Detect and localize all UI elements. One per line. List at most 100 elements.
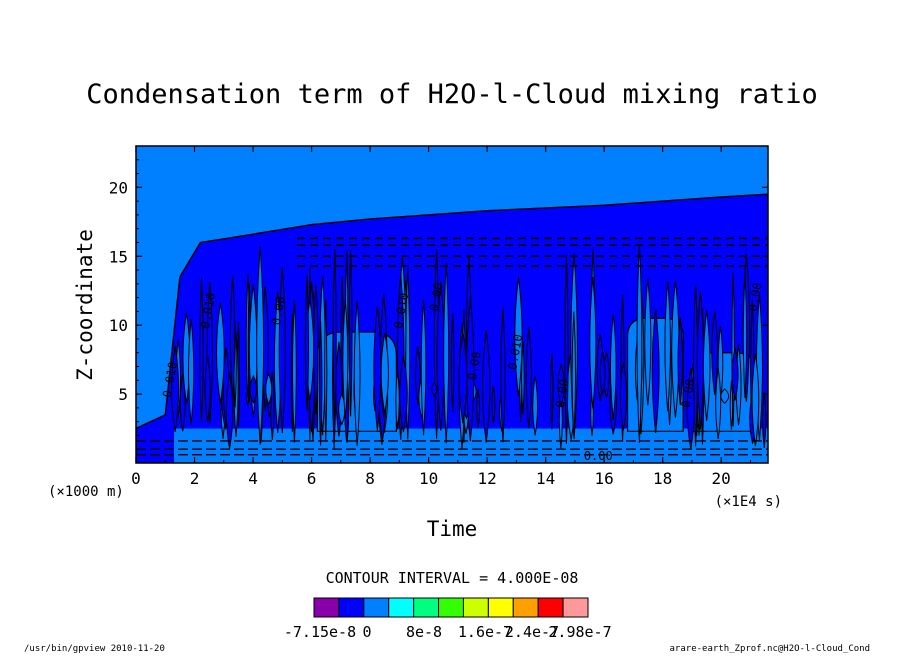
contour-streak xyxy=(664,280,671,412)
contour-streak xyxy=(342,300,349,420)
contour-streak xyxy=(715,368,722,440)
contour-streak xyxy=(571,311,577,437)
contour-streak xyxy=(482,330,491,443)
contour-streak xyxy=(324,300,328,442)
x-tick-label: 10 xyxy=(419,469,438,488)
contour-streak xyxy=(521,341,525,415)
contour-streak xyxy=(395,371,400,430)
contour-streak xyxy=(229,275,236,399)
contour-streak xyxy=(225,373,234,449)
contour-streak xyxy=(557,362,565,408)
contour-streak xyxy=(711,311,719,395)
contour-streak xyxy=(609,314,617,421)
colorbar-labels: -7.15e-8 0 8e-8 1.6e-72.4e-72.98e-7 xyxy=(284,623,612,641)
contour-streak xyxy=(599,352,606,395)
x-tick-label: 6 xyxy=(307,469,317,488)
x-tick-label: 12 xyxy=(477,469,496,488)
colorbar-swatch xyxy=(487,597,514,618)
contour-streak xyxy=(431,381,438,397)
contour-label: 0.010 xyxy=(391,292,411,330)
contour-streak xyxy=(348,250,353,417)
colorbar-swatch xyxy=(388,597,415,618)
contour-streak xyxy=(731,347,739,401)
contour-streak xyxy=(677,317,684,406)
contour-label: 0.00 xyxy=(679,378,698,409)
contour-interval: CONTOUR INTERVAL = 4.000E-08 xyxy=(326,569,579,587)
contour-streak xyxy=(216,302,225,403)
x-tick-label: 20 xyxy=(712,469,731,488)
colorbar-swatch xyxy=(462,597,489,618)
footer-left: /usr/bin/gpview 2010-11-20 xyxy=(24,644,165,654)
colorbar-swatch xyxy=(537,597,564,618)
colorbar-swatch xyxy=(363,597,390,618)
contour-streak xyxy=(751,353,760,447)
contour-label: 0.00 xyxy=(465,350,484,381)
colorbar-label: 1.6e-7 xyxy=(458,623,512,641)
contour-streak xyxy=(420,299,427,436)
x-axis-label: Time xyxy=(427,517,478,541)
colorbar-swatch xyxy=(413,597,440,618)
contour-streak xyxy=(651,308,660,433)
footer-right: arare-earth_Zprof.nc@H2O-l-Cloud_Cond xyxy=(670,644,870,654)
contour-label: 0.00 xyxy=(427,281,446,312)
contour-label: 0.00 xyxy=(553,378,572,409)
colorbar-label: 8e-8 xyxy=(406,623,442,641)
contour-streak xyxy=(466,298,475,442)
contour-streak xyxy=(332,248,337,425)
x-tick-label: 14 xyxy=(536,469,555,488)
y-tick-label: 10 xyxy=(109,316,128,335)
x-tick-label: 4 xyxy=(248,469,258,488)
chart-title: Condensation term of H2O-l-Cloud mixing … xyxy=(86,79,818,110)
contour-streak xyxy=(450,312,455,412)
contour-label: 0.010 xyxy=(160,361,180,399)
x-axis: 0 2 4 6 8 10 12 14 16 18 20 xyxy=(131,146,751,488)
contour-streak xyxy=(399,356,408,433)
x-tick-label: 18 xyxy=(653,469,672,488)
contour-streak xyxy=(500,308,506,443)
contour-streak xyxy=(245,390,250,408)
contour-streak xyxy=(742,272,748,398)
contour-streak xyxy=(249,374,258,404)
contour-streak xyxy=(644,278,652,406)
colorbar-swatch xyxy=(512,597,539,618)
contour-streak xyxy=(256,246,265,445)
y-unit-label: (×1000 m) xyxy=(48,484,124,500)
contour-streak xyxy=(729,380,734,430)
contour-streak xyxy=(179,374,186,432)
contour-label: 0.010 xyxy=(505,333,525,371)
plot-frame xyxy=(135,145,769,464)
x-tick-label: 0 xyxy=(131,469,141,488)
contour-streak xyxy=(291,300,297,443)
contour-label: 0.00 xyxy=(269,295,288,326)
contour-streak xyxy=(491,386,496,424)
contour-streak xyxy=(720,388,730,404)
contour-streak xyxy=(171,346,180,432)
colorbar-swatch xyxy=(313,597,340,618)
contour-streak xyxy=(532,375,539,436)
contour-label: 0.00 xyxy=(584,449,613,463)
contour-streak xyxy=(380,332,389,414)
contour-streak xyxy=(696,292,705,430)
contour-streak xyxy=(702,310,711,421)
y-tick-label: 5 xyxy=(118,385,128,404)
colorbar-label: -7.15e-8 xyxy=(284,623,356,641)
contour-streak xyxy=(636,243,643,443)
y-tick-label: 20 xyxy=(109,178,128,197)
contour-streak xyxy=(589,276,597,409)
contour-streak xyxy=(458,331,468,424)
x-tick-label: 8 xyxy=(365,469,375,488)
contour-streak xyxy=(278,266,286,434)
contour-streak xyxy=(304,275,310,412)
contour-streak xyxy=(443,262,450,444)
contour-streak xyxy=(762,391,767,448)
colorbar-swatch xyxy=(438,597,464,618)
colorbar-swatch xyxy=(338,597,365,618)
contour-streak xyxy=(476,388,481,428)
colorbar xyxy=(313,597,589,618)
contour-streak xyxy=(188,318,195,425)
colorbar-label: 2.4e-7 xyxy=(505,623,559,641)
contour-streak xyxy=(313,284,319,415)
contour-streak xyxy=(550,353,554,430)
contour-label: 0.010 xyxy=(198,292,218,330)
